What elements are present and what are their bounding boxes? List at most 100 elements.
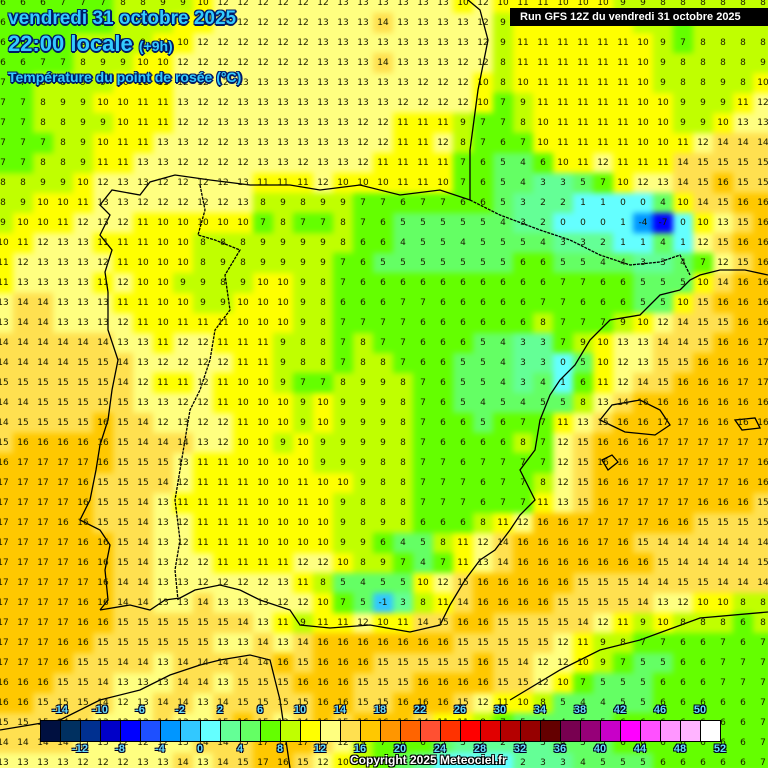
grid-value: 17 [737,378,749,388]
grid-value: 17 [757,358,768,368]
grid-value: 16 [517,558,529,568]
grid-value: 12 [257,18,269,28]
grid-value: 3 [520,198,526,208]
grid-value: 6 [460,198,466,208]
grid-value: 5 [640,298,646,308]
grid-value: 0 [680,218,686,228]
grid-value: 13 [357,98,369,108]
grid-value: 13 [257,158,269,168]
grid-value: 9 [100,58,106,68]
grid-value: 7 [0,98,6,108]
grid-value: 14 [17,298,29,308]
grid-value: 6 [520,258,526,268]
grid-value: 11 [117,138,129,148]
grid-value: 12 [197,78,209,88]
grid-value: 7 [460,478,466,488]
grid-value: 11 [597,38,609,48]
grid-value: 13 [137,698,149,708]
grid-value: 11 [497,518,509,528]
grid-value: 4 [520,158,526,168]
grid-value: 15 [237,698,249,708]
grid-value: 14 [137,558,149,568]
grid-value: 17 [0,618,9,628]
grid-value: 7 [340,318,346,328]
grid-value: 12 [517,518,529,528]
grid-value: 16 [677,378,689,388]
grid-value: 3 [540,358,546,368]
grid-value: 14 [137,578,149,588]
grid-value: 6 [380,238,386,248]
grid-value: 4 [500,358,506,368]
grid-value: 15 [37,698,49,708]
grid-value: 6 [460,438,466,448]
grid-value: 15 [117,518,129,528]
grid-value: 12 [277,598,289,608]
grid-value: 15 [737,258,749,268]
grid-value: 10 [277,478,289,488]
legend-tick-label: 26 [453,704,467,716]
grid-value: 7 [500,498,506,508]
grid-value: 15 [417,658,429,668]
grid-value: 15 [117,458,129,468]
grid-value: 13 [237,138,249,148]
grid-value: 10 [637,118,649,128]
grid-value: 13 [257,118,269,128]
grid-value: 7 [400,318,406,328]
grid-value: 14 [717,278,729,288]
grid-value: 15 [137,478,149,488]
grid-value: 13 [237,118,249,128]
grid-value: 17 [17,538,29,548]
grid-value: 6 [660,758,666,768]
grid-value: 15 [577,498,589,508]
grid-value: 14 [217,698,229,708]
grid-value: 10 [317,518,329,528]
grid-value: 12 [177,538,189,548]
grid-value: 13 [237,598,249,608]
grid-value: 9 [380,438,386,448]
grid-value: 11 [577,638,589,648]
grid-value: 16 [717,298,729,308]
grid-value: 12 [197,358,209,368]
grid-value: 9 [520,98,526,108]
grid-value: 5 [500,198,506,208]
grid-value: 8 [740,78,746,88]
grid-value: 9 [280,258,286,268]
grid-value: 11 [237,538,249,548]
grid-value: 10 [517,698,529,708]
grid-value: 6 [0,0,6,8]
grid-value: 16 [317,658,329,668]
grid-value: 15 [97,638,109,648]
grid-value: 14 [97,338,109,348]
grid-value: 17 [637,498,649,508]
legend-swatch [281,721,301,741]
grid-value: 6 [580,378,586,388]
grid-value: 13 [297,98,309,108]
grid-value: 4 [680,258,686,268]
grid-value: 5 [600,678,606,688]
grid-value: 9 [380,398,386,408]
grid-value: 12 [217,98,229,108]
grid-value: 8 [60,158,66,168]
grid-value: 13 [57,278,69,288]
grid-value: 13 [257,598,269,608]
grid-value: 9 [340,418,346,428]
grid-value: 13 [397,58,409,68]
grid-value: 13 [277,638,289,648]
grid-value: 17 [577,518,589,528]
legend-tick-label: 40 [593,743,607,755]
grid-value: 13 [437,18,449,28]
grid-value: 17 [57,598,69,608]
grid-value: 13 [157,578,169,588]
grid-value: 16 [737,478,749,488]
grid-value: 15 [17,418,29,428]
grid-value: 7 [60,38,66,48]
grid-value: 7 [380,738,386,748]
legend-swatch [241,721,261,741]
grid-value: 9 [460,118,466,128]
grid-value: 16 [77,518,89,528]
grid-value: 8 [220,238,226,248]
grid-value: 14 [177,658,189,668]
grid-value: 10 [0,238,9,248]
grid-value: 8 [240,258,246,268]
grid-value: 6 [480,318,486,328]
